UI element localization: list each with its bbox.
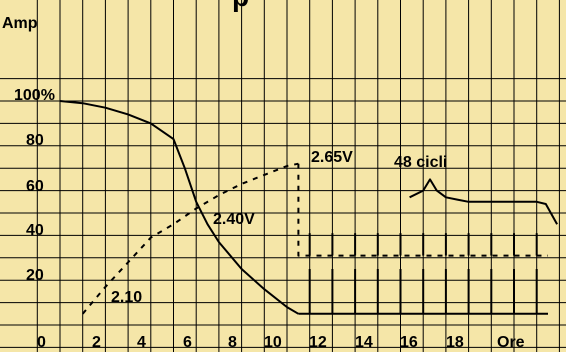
x-tick-label: 16 bbox=[400, 334, 418, 351]
annotation-label: 2.40V bbox=[213, 211, 255, 228]
y-tick-label: 40 bbox=[26, 222, 44, 239]
x-tick-label: 4 bbox=[137, 334, 146, 351]
y-axis-title: Amp bbox=[2, 15, 38, 32]
x-tick-label: 2 bbox=[92, 334, 101, 351]
x-tick-label: 18 bbox=[446, 334, 464, 351]
series-layer bbox=[59, 100, 558, 315]
x-tick-label: 6 bbox=[183, 334, 192, 351]
annotation-label: 48 cicli bbox=[394, 154, 447, 171]
x-tick-label: 0 bbox=[37, 334, 46, 351]
series-line bbox=[81, 162, 299, 315]
x-tick-label: 8 bbox=[228, 334, 237, 351]
series-line bbox=[409, 178, 558, 225]
x-axis-title: Ore bbox=[497, 334, 525, 351]
x-tick-label: 10 bbox=[264, 334, 282, 351]
y-tick-label: 20 bbox=[26, 267, 44, 284]
series-line bbox=[297, 163, 548, 257]
y-tick-label: 60 bbox=[26, 178, 44, 195]
y-tick-label: 80 bbox=[26, 132, 44, 149]
x-tick-label: 12 bbox=[309, 334, 327, 351]
annotation-label: 2.65V bbox=[311, 149, 353, 166]
y-tick-label: 100% bbox=[14, 87, 55, 104]
x-tick-label: 14 bbox=[355, 334, 373, 351]
annotation-label: 2.10 bbox=[111, 289, 142, 306]
labels: p Amp 100% 80 60 40 20 0 2 4 6 8 10 12 1… bbox=[2, 0, 525, 351]
series-line bbox=[59, 100, 299, 315]
chart-title-glyph: p bbox=[232, 0, 249, 12]
